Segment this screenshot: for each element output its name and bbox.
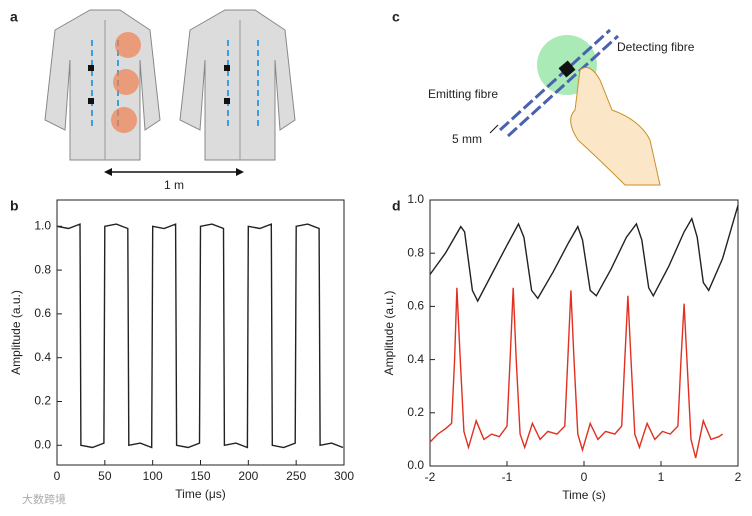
fibre-illustration xyxy=(489,28,661,186)
shirt-illustration xyxy=(44,9,296,176)
y-tick-label: 0.4 xyxy=(34,350,51,364)
x-axis-label: Time (s) xyxy=(562,488,606,502)
y-axis-label: Amplitude (a.u.) xyxy=(9,290,23,375)
y-tick-label: 0.4 xyxy=(407,352,424,366)
x-tick-label: 200 xyxy=(238,469,258,483)
x-axis-label: Time (μs) xyxy=(175,487,225,501)
data-line xyxy=(429,205,739,303)
distance-label: 5 mm xyxy=(452,132,482,146)
plot-frame xyxy=(429,199,739,467)
panel-label: a xyxy=(10,9,18,25)
y-tick-label: 1.0 xyxy=(34,218,51,232)
y-tick-label: 0.8 xyxy=(34,262,51,276)
x-tick-label: 0 xyxy=(54,469,61,483)
y-tick-label: 0.2 xyxy=(407,405,424,419)
x-tick-label: 0 xyxy=(581,470,588,484)
data-line xyxy=(56,223,344,449)
y-tick-label: 0.6 xyxy=(407,299,424,313)
y-tick-label: 0.8 xyxy=(407,245,424,259)
y-tick-label: 0.6 xyxy=(34,306,51,320)
data-line xyxy=(429,287,723,459)
x-tick-label: 250 xyxy=(286,469,306,483)
y-tick-label: 1.0 xyxy=(407,192,424,206)
x-tick-label: -2 xyxy=(425,470,436,484)
y-axis-label: Amplitude (a.u.) xyxy=(382,291,396,376)
x-tick-label: 150 xyxy=(190,469,210,483)
x-tick-label: 300 xyxy=(334,469,354,483)
scale-label: 1 m xyxy=(164,178,184,192)
watermark: 大数跨境 xyxy=(22,492,66,506)
y-tick-label: 0.2 xyxy=(34,394,51,408)
panel-label: c xyxy=(392,9,400,25)
y-tick-label: 0.0 xyxy=(34,437,51,451)
x-tick-label: 100 xyxy=(143,469,163,483)
x-tick-label: 1 xyxy=(658,470,665,484)
detecting-label: Detecting fibre xyxy=(617,40,695,54)
panel-label: b xyxy=(10,198,19,214)
panel-label: d xyxy=(392,198,401,214)
emitting-label: Emitting fibre xyxy=(428,87,498,101)
x-tick-label: -1 xyxy=(502,470,513,484)
x-tick-label: 50 xyxy=(98,469,112,483)
y-tick-label: 0.0 xyxy=(407,458,424,472)
x-tick-label: 2 xyxy=(735,470,742,484)
